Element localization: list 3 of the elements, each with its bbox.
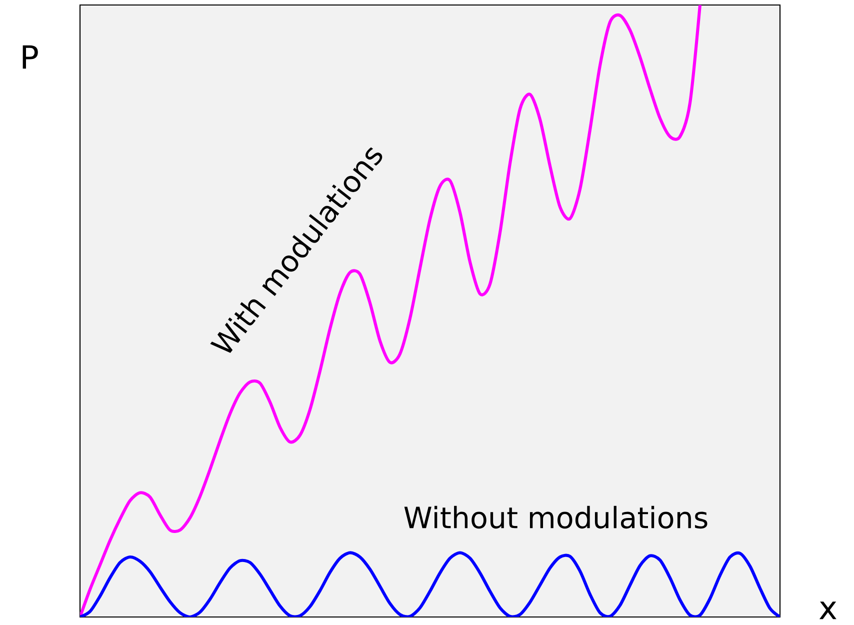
y-axis-title: P [22,45,38,69]
x-axis-title: x [819,602,836,620]
series-label: Without modulations [404,506,708,529]
